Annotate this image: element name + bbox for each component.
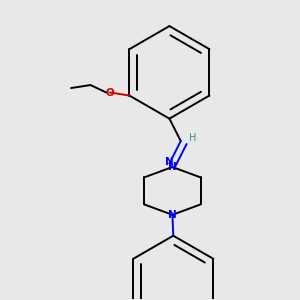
- Text: N: N: [168, 162, 177, 172]
- Text: N: N: [168, 210, 177, 220]
- Text: O: O: [106, 88, 114, 98]
- Text: N: N: [165, 157, 174, 167]
- Text: H: H: [189, 133, 196, 143]
